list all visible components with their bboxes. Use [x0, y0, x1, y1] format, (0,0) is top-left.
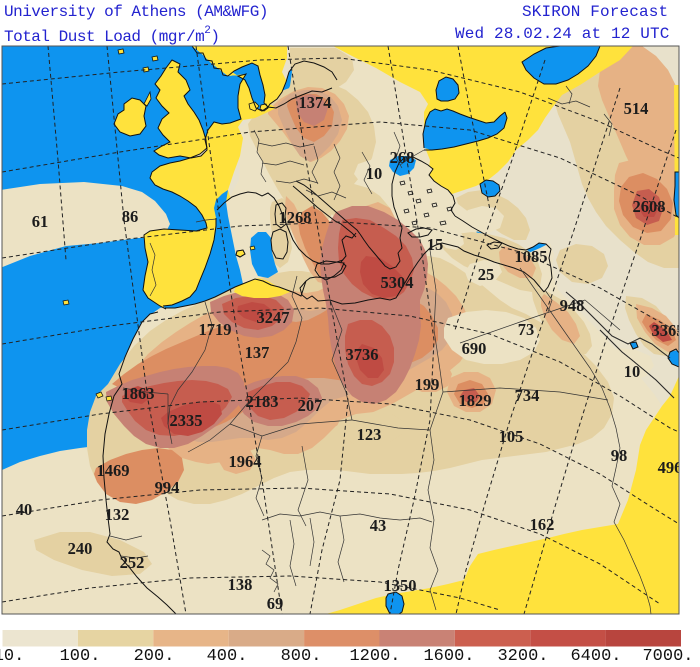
- svg-text:1374: 1374: [299, 93, 332, 112]
- svg-text:2608: 2608: [633, 197, 666, 216]
- svg-text:199: 199: [415, 375, 440, 394]
- svg-text:734: 734: [515, 386, 540, 405]
- svg-text:3247: 3247: [257, 308, 290, 327]
- svg-text:98: 98: [611, 446, 628, 465]
- svg-text:105: 105: [499, 427, 524, 446]
- svg-text:1600.: 1600.: [423, 647, 474, 662]
- svg-text:3200.: 3200.: [497, 647, 548, 662]
- svg-text:252: 252: [120, 553, 145, 572]
- svg-text:1350: 1350: [384, 576, 417, 595]
- svg-text:69: 69: [267, 594, 284, 613]
- svg-text:1085: 1085: [515, 247, 548, 266]
- svg-text:43: 43: [370, 516, 387, 535]
- svg-text:268: 268: [390, 148, 415, 167]
- svg-text:5304: 5304: [381, 273, 414, 292]
- svg-text:15: 15: [427, 235, 444, 254]
- svg-text:123: 123: [357, 425, 382, 444]
- svg-text:10: 10: [624, 362, 641, 381]
- svg-text:207: 207: [298, 396, 323, 415]
- svg-text:86: 86: [122, 207, 139, 226]
- svg-text:690: 690: [462, 339, 487, 358]
- svg-text:100.: 100.: [60, 647, 101, 662]
- svg-text:10.: 10.: [0, 647, 24, 662]
- svg-text:25: 25: [478, 265, 495, 284]
- svg-text:200.: 200.: [134, 647, 175, 662]
- svg-text:132: 132: [105, 505, 130, 524]
- svg-text:3365: 3365: [652, 321, 685, 340]
- svg-text:2335: 2335: [170, 411, 203, 430]
- svg-text:7000.: 7000.: [642, 647, 693, 662]
- svg-text:3736: 3736: [346, 345, 379, 364]
- svg-text:994: 994: [155, 478, 180, 497]
- svg-text:61: 61: [32, 212, 49, 231]
- svg-text:2183: 2183: [246, 392, 279, 411]
- svg-text:400.: 400.: [207, 647, 248, 662]
- svg-text:137: 137: [245, 343, 270, 362]
- svg-text:6400.: 6400.: [570, 647, 621, 662]
- svg-text:162: 162: [530, 515, 555, 534]
- svg-text:514: 514: [624, 99, 649, 118]
- svg-text:138: 138: [228, 575, 253, 594]
- svg-text:948: 948: [560, 296, 585, 315]
- svg-text:496: 496: [658, 458, 683, 477]
- svg-text:40: 40: [16, 500, 33, 519]
- svg-text:1829: 1829: [459, 391, 492, 410]
- svg-text:1469: 1469: [97, 461, 130, 480]
- svg-text:1964: 1964: [229, 452, 262, 471]
- svg-text:800.: 800.: [281, 647, 322, 662]
- svg-text:73: 73: [518, 320, 535, 339]
- svg-text:1719: 1719: [199, 320, 232, 339]
- svg-text:1863: 1863: [122, 384, 155, 403]
- svg-text:1200.: 1200.: [349, 647, 400, 662]
- svg-text:240: 240: [68, 539, 93, 558]
- svg-text:1268: 1268: [279, 208, 312, 227]
- svg-text:10: 10: [366, 164, 383, 183]
